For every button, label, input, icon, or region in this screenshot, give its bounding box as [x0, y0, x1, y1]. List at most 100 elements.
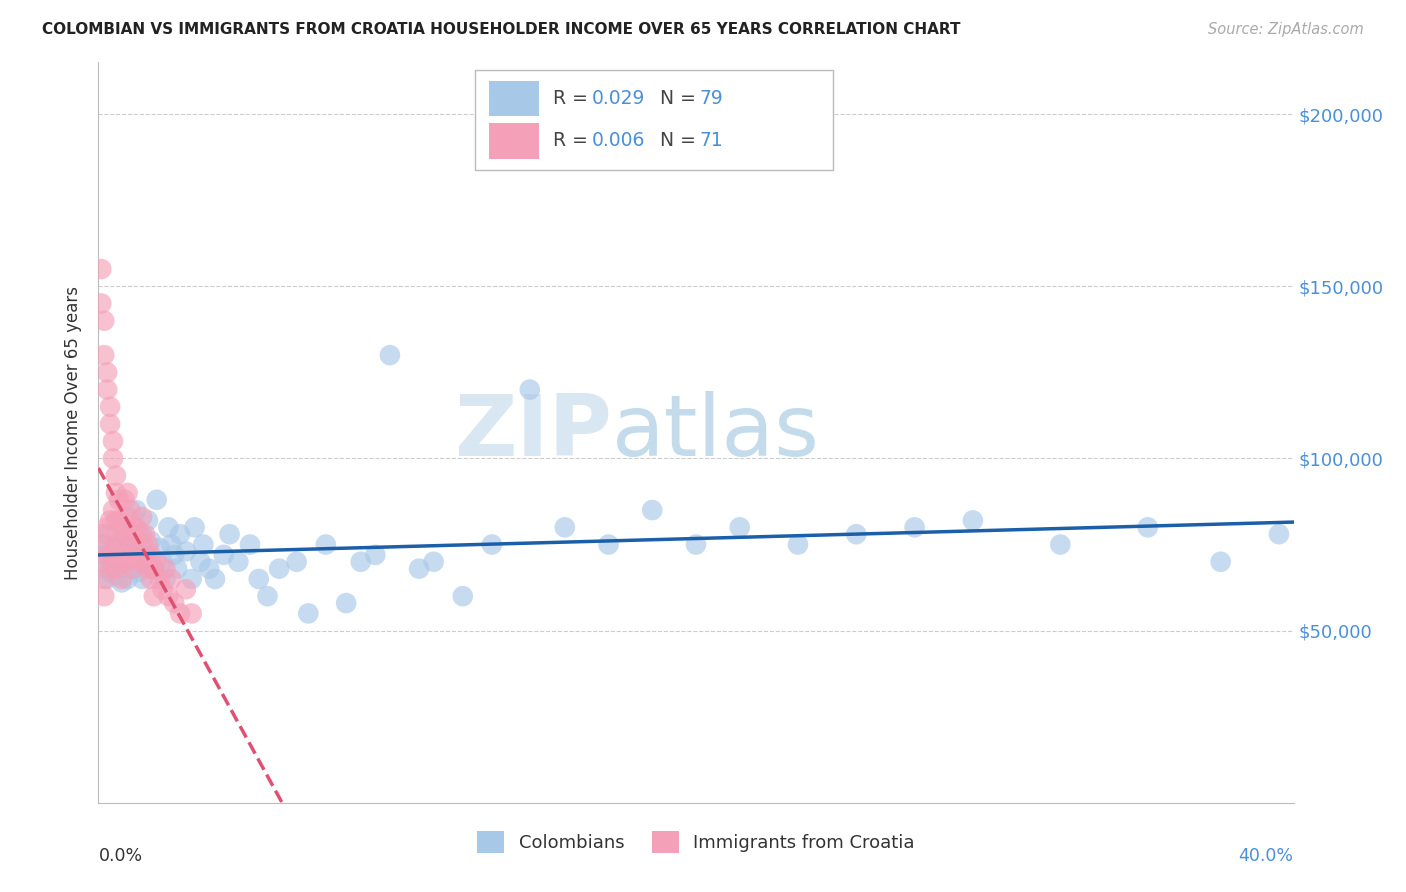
- Point: [108, 555, 131, 569]
- Point: [96, 520, 118, 534]
- Point: [104, 537, 127, 551]
- Point: [239, 537, 262, 551]
- Point: [136, 561, 159, 575]
- Point: [131, 537, 153, 551]
- Point: [104, 486, 127, 500]
- Point: [125, 503, 148, 517]
- Point: [104, 541, 127, 555]
- Point: [114, 492, 136, 507]
- Point: [174, 544, 197, 558]
- Text: 0.006: 0.006: [592, 131, 645, 151]
- Point: [108, 537, 131, 551]
- Point: [160, 537, 183, 551]
- Point: [134, 527, 156, 541]
- Point: [117, 486, 139, 500]
- Point: [96, 548, 118, 562]
- Point: [903, 520, 925, 534]
- Point: [93, 561, 115, 575]
- Point: [256, 589, 278, 603]
- Text: N =: N =: [661, 89, 702, 108]
- Text: 0.0%: 0.0%: [98, 847, 142, 865]
- Point: [787, 537, 810, 551]
- Text: 71: 71: [700, 131, 723, 151]
- Point: [120, 527, 142, 541]
- Point: [117, 555, 139, 569]
- FancyBboxPatch shape: [489, 81, 540, 117]
- Point: [90, 555, 112, 569]
- Text: Source: ZipAtlas.com: Source: ZipAtlas.com: [1208, 22, 1364, 37]
- Point: [98, 561, 121, 575]
- Point: [93, 348, 115, 362]
- Text: R =: R =: [553, 89, 593, 108]
- Point: [152, 582, 174, 597]
- Point: [136, 513, 159, 527]
- Text: 40.0%: 40.0%: [1239, 847, 1294, 865]
- Point: [101, 503, 124, 517]
- Point: [104, 561, 127, 575]
- Text: 79: 79: [700, 89, 723, 108]
- Point: [111, 527, 134, 541]
- Point: [114, 520, 136, 534]
- Point: [120, 548, 142, 562]
- Legend: Colombians, Immigrants from Croatia: Colombians, Immigrants from Croatia: [470, 824, 922, 861]
- Point: [1268, 527, 1291, 541]
- Point: [93, 589, 115, 603]
- Point: [139, 534, 162, 549]
- Point: [204, 572, 226, 586]
- Point: [1136, 520, 1159, 534]
- Point: [111, 520, 134, 534]
- Point: [155, 561, 177, 575]
- Point: [128, 555, 150, 569]
- Point: [136, 537, 159, 551]
- Point: [104, 568, 127, 582]
- Point: [962, 513, 984, 527]
- Point: [315, 537, 337, 551]
- Point: [101, 548, 124, 562]
- Point: [108, 548, 131, 562]
- Point: [422, 555, 444, 569]
- Point: [169, 527, 191, 541]
- Point: [117, 527, 139, 541]
- Point: [142, 561, 165, 575]
- Text: COLOMBIAN VS IMMIGRANTS FROM CROATIA HOUSEHOLDER INCOME OVER 65 YEARS CORRELATIO: COLOMBIAN VS IMMIGRANTS FROM CROATIA HOU…: [42, 22, 960, 37]
- Point: [90, 548, 112, 562]
- Point: [180, 607, 202, 621]
- Text: 0.029: 0.029: [592, 89, 645, 108]
- Point: [297, 607, 319, 621]
- Point: [149, 541, 172, 555]
- Point: [212, 548, 235, 562]
- Point: [90, 296, 112, 310]
- Point: [125, 520, 148, 534]
- Point: [198, 561, 221, 575]
- Point: [98, 400, 121, 414]
- Point: [101, 434, 124, 449]
- Point: [1049, 537, 1071, 551]
- Point: [111, 572, 134, 586]
- Point: [111, 575, 134, 590]
- Text: ZIP: ZIP: [454, 391, 613, 475]
- Point: [335, 596, 357, 610]
- Point: [96, 527, 118, 541]
- Point: [228, 555, 250, 569]
- Point: [98, 565, 121, 579]
- Point: [451, 589, 474, 603]
- Point: [139, 548, 162, 562]
- Point: [122, 537, 145, 551]
- Point: [131, 527, 153, 541]
- Point: [114, 555, 136, 569]
- Point: [174, 582, 197, 597]
- Point: [120, 527, 142, 541]
- Point: [155, 572, 177, 586]
- Point: [554, 520, 576, 534]
- Point: [90, 527, 112, 541]
- Point: [117, 572, 139, 586]
- Point: [145, 492, 167, 507]
- Point: [157, 589, 180, 603]
- Point: [114, 548, 136, 562]
- Point: [845, 527, 868, 541]
- Point: [122, 520, 145, 534]
- Point: [90, 262, 112, 277]
- Point: [269, 561, 291, 575]
- Point: [111, 548, 134, 562]
- Point: [125, 548, 148, 562]
